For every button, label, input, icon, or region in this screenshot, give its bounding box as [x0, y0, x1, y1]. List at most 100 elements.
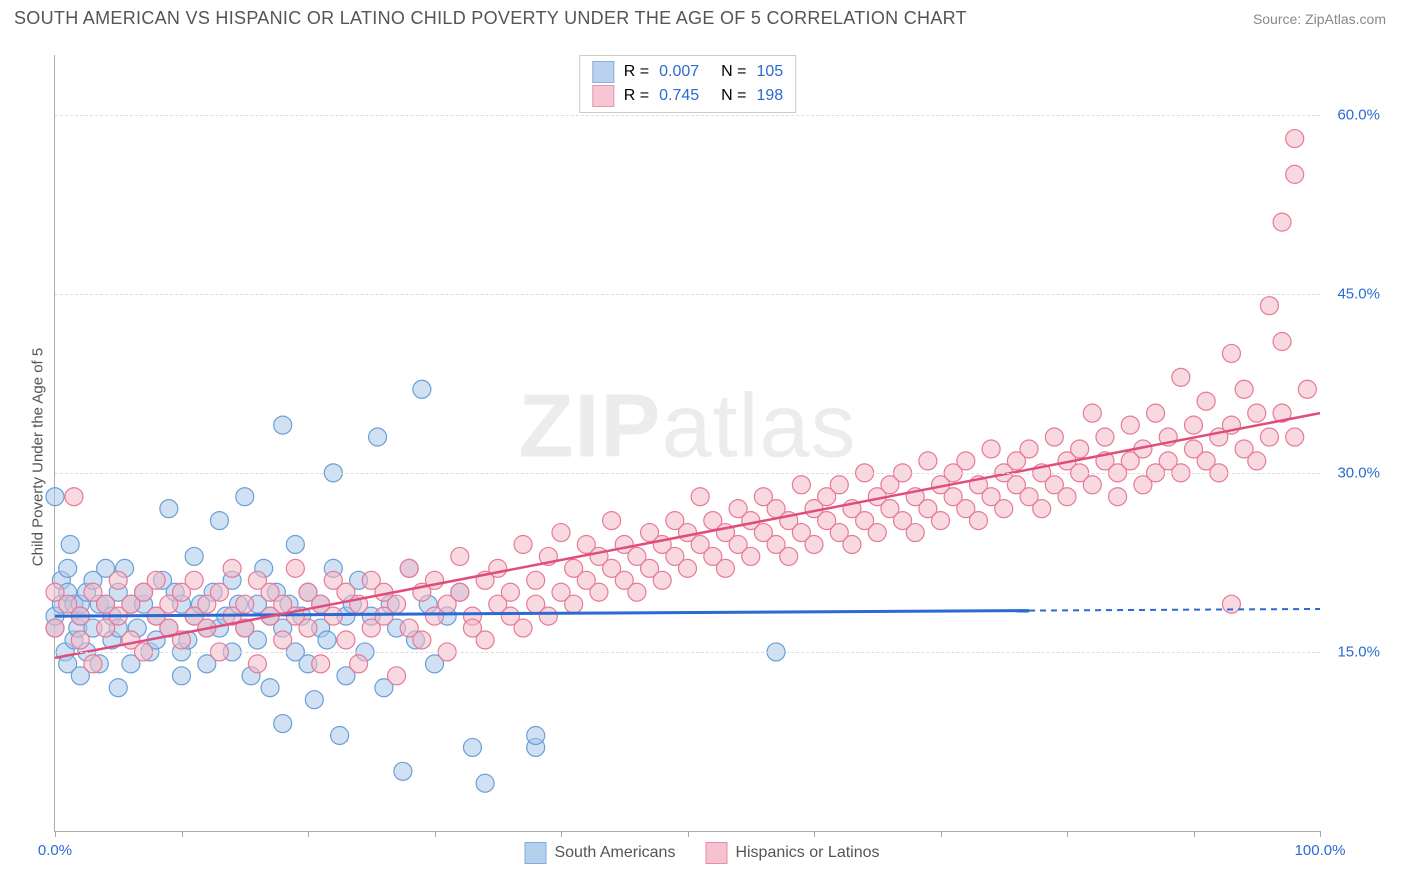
scatter-point: [843, 535, 861, 553]
x-tick: [1067, 831, 1068, 837]
source-link[interactable]: ZipAtlas.com: [1305, 11, 1386, 27]
scatter-point: [109, 571, 127, 589]
scatter-point: [1273, 333, 1291, 351]
scatter-point: [147, 571, 165, 589]
scatter-point: [1222, 595, 1240, 613]
scatter-point: [318, 631, 336, 649]
scatter-point: [185, 547, 203, 565]
scatter-point: [305, 691, 323, 709]
r-value: 0.745: [659, 84, 711, 108]
legend-swatch: [705, 842, 727, 864]
trend-line-extrapolated: [1029, 609, 1320, 611]
scatter-point: [1172, 368, 1190, 386]
legend-swatch: [592, 61, 614, 83]
scatter-point: [1298, 380, 1316, 398]
x-tick: [1194, 831, 1195, 837]
y-tick-label: 45.0%: [1325, 285, 1380, 302]
grid-line: [55, 294, 1320, 295]
scatter-point: [400, 559, 418, 577]
scatter-svg: [55, 55, 1320, 831]
scatter-point: [716, 559, 734, 577]
scatter-point: [173, 667, 191, 685]
scatter-point: [780, 547, 798, 565]
scatter-point: [84, 655, 102, 673]
scatter-point: [539, 607, 557, 625]
scatter-point: [1273, 213, 1291, 231]
x-tick: [182, 831, 183, 837]
scatter-point: [1071, 440, 1089, 458]
y-tick-label: 60.0%: [1325, 106, 1380, 123]
x-tick: [55, 831, 56, 837]
scatter-point: [286, 559, 304, 577]
scatter-point: [451, 583, 469, 601]
scatter-point: [274, 715, 292, 733]
scatter-point: [932, 512, 950, 530]
scatter-point: [71, 631, 89, 649]
n-label: N =: [721, 84, 746, 108]
scatter-point: [1083, 404, 1101, 422]
scatter-point: [388, 595, 406, 613]
scatter-point: [312, 655, 330, 673]
scatter-point: [1109, 488, 1127, 506]
x-tick-label: 0.0%: [38, 842, 72, 859]
x-tick: [561, 831, 562, 837]
x-tick: [941, 831, 942, 837]
scatter-point: [527, 726, 545, 744]
scatter-point: [590, 583, 608, 601]
scatter-point: [236, 595, 254, 613]
scatter-point: [691, 488, 709, 506]
x-tick: [688, 831, 689, 837]
legend-label: Hispanics or Latinos: [735, 844, 879, 862]
scatter-point: [995, 500, 1013, 518]
legend-swatch: [524, 842, 546, 864]
scatter-point: [185, 571, 203, 589]
y-tick-label: 30.0%: [1325, 464, 1380, 481]
n-value: 105: [756, 60, 783, 84]
n-label: N =: [721, 60, 746, 84]
scatter-point: [1248, 452, 1266, 470]
scatter-point: [413, 631, 431, 649]
scatter-point: [331, 726, 349, 744]
scatter-point: [527, 571, 545, 589]
scatter-point: [969, 512, 987, 530]
scatter-point: [299, 619, 317, 637]
scatter-point: [1020, 440, 1038, 458]
scatter-point: [1235, 380, 1253, 398]
scatter-point: [350, 655, 368, 673]
scatter-point: [1286, 428, 1304, 446]
plot-area: ZIPatlas R =0.007N =105R =0.745N =198 15…: [54, 55, 1320, 832]
scatter-point: [628, 583, 646, 601]
scatter-point: [324, 607, 342, 625]
scatter-point: [1045, 428, 1063, 446]
scatter-point: [868, 524, 886, 542]
scatter-point: [792, 476, 810, 494]
scatter-point: [957, 452, 975, 470]
chart-title: SOUTH AMERICAN VS HISPANIC OR LATINO CHI…: [14, 8, 967, 29]
scatter-point: [109, 679, 127, 697]
scatter-point: [210, 583, 228, 601]
legend-swatch: [592, 85, 614, 107]
y-tick-label: 15.0%: [1325, 643, 1380, 660]
stats-row: R =0.007N =105: [592, 60, 783, 84]
grid-line: [55, 473, 1320, 474]
scatter-point: [1260, 297, 1278, 315]
scatter-point: [1058, 488, 1076, 506]
correlation-stats-box: R =0.007N =105R =0.745N =198: [579, 55, 796, 113]
legend-item: Hispanics or Latinos: [705, 842, 879, 864]
scatter-point: [1222, 344, 1240, 362]
scatter-point: [742, 547, 760, 565]
scatter-point: [1260, 428, 1278, 446]
scatter-point: [248, 655, 266, 673]
scatter-point: [274, 416, 292, 434]
scatter-point: [603, 512, 621, 530]
scatter-point: [830, 476, 848, 494]
scatter-point: [552, 524, 570, 542]
n-value: 198: [756, 84, 783, 108]
scatter-point: [514, 619, 532, 637]
r-label: R =: [624, 60, 649, 84]
r-label: R =: [624, 84, 649, 108]
scatter-point: [223, 559, 241, 577]
scatter-point: [463, 738, 481, 756]
scatter-point: [61, 535, 79, 553]
x-tick: [435, 831, 436, 837]
